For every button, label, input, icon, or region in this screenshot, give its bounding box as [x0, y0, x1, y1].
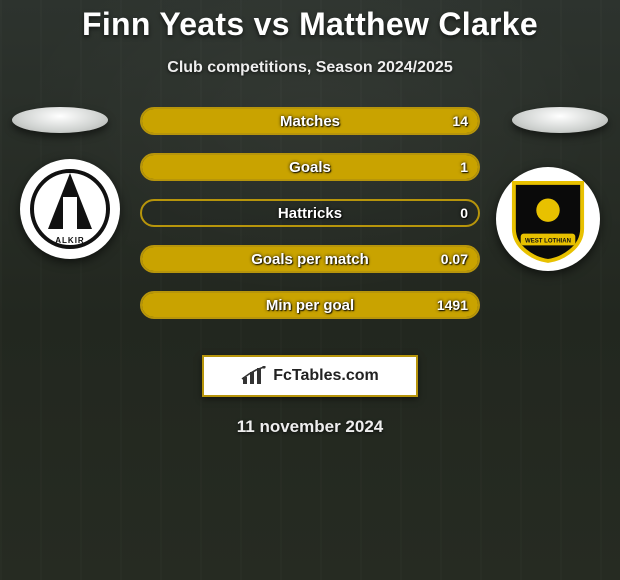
title-player1: Finn Yeats: [82, 6, 244, 42]
club-crest-left-label: ALKIR: [28, 236, 112, 245]
stat-bar-label: Hattricks: [142, 201, 478, 225]
stat-bar: Min per goal1491: [140, 291, 480, 319]
stat-bar-fill-right: [142, 247, 478, 271]
stat-bar: Goals per match0.07: [140, 245, 480, 273]
stat-bar: Hattricks0: [140, 199, 480, 227]
title-player2: Matthew Clarke: [299, 6, 538, 42]
title-vs: vs: [254, 6, 290, 42]
club-crest-left-icon: ALKIR: [28, 167, 112, 251]
pedestal-left-icon: [12, 107, 108, 133]
club-badge-left: ALKIR: [20, 159, 120, 259]
club-crest-right-icon: WEST LOTHIAN: [509, 175, 587, 263]
content: Finn Yeats vs Matthew Clarke Club compet…: [0, 0, 620, 437]
stat-bar-fill-right: [142, 155, 478, 179]
page-title: Finn Yeats vs Matthew Clarke: [0, 6, 620, 43]
stat-bar-fill-right: [142, 109, 478, 133]
source-logo-text: FcTables.com: [273, 367, 379, 385]
stat-bar: Goals1: [140, 153, 480, 181]
stat-bar-value-right: 0: [460, 201, 468, 225]
bars-chart-icon: [241, 366, 267, 386]
club-badge-right: WEST LOTHIAN: [496, 167, 600, 271]
source-logo: FcTables.com: [202, 355, 418, 397]
stat-bar-fill-right: [142, 293, 478, 317]
pedestal-right-icon: [512, 107, 608, 133]
stat-bar: Matches14: [140, 107, 480, 135]
stat-bars: Matches14 Goals1 Hattricks0 Goals per match…: [140, 107, 480, 319]
club-crest-right-banner: WEST LOTHIAN: [525, 238, 571, 244]
comparison-stage: ALKIR WEST LOTHIAN Matches14 Goals1 Hattri…: [0, 107, 620, 337]
date-label: 11 november 2024: [0, 417, 620, 437]
subtitle: Club competitions, Season 2024/2025: [0, 59, 620, 77]
